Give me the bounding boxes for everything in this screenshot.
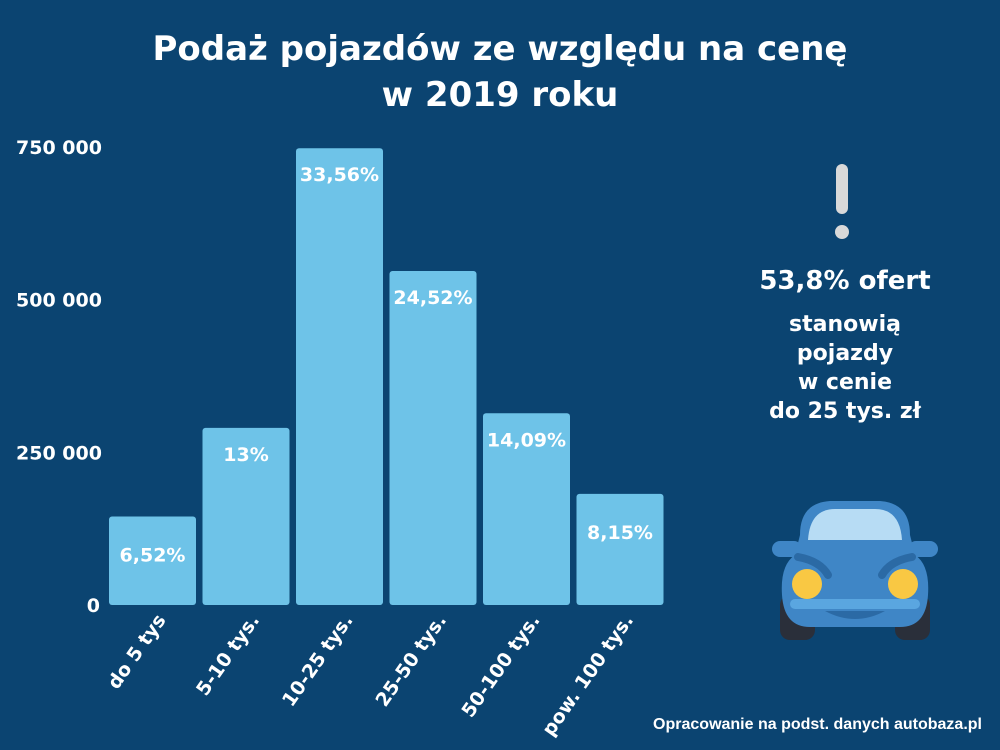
y-tick-label: 250 000 [16, 442, 102, 464]
bar [296, 148, 383, 606]
callout-line: w cenie [797, 370, 893, 395]
callout-line: do 25 tys. zł [769, 399, 921, 424]
x-tick-label: 10-25 tys. [278, 610, 358, 711]
x-tick-label: 50-100 tys. [457, 610, 544, 721]
title-line-2: w 2019 roku [381, 75, 619, 115]
y-tick-label: 750 000 [16, 137, 102, 159]
x-tick-label: pow. 100 tys. [538, 610, 638, 740]
callout-text: stanowią pojazdy w cenie do 25 tys. zł [740, 310, 950, 426]
car-front-icon [772, 501, 938, 640]
callout-line: pojazdy [796, 341, 894, 366]
callout-line: stanowią [789, 312, 901, 337]
y-tick-label: 0 [87, 595, 100, 617]
callout-headline: 53,8% ofert [759, 266, 931, 296]
bar [202, 427, 290, 605]
x-tick-label: do 5 tys [103, 610, 170, 693]
bar [389, 270, 477, 605]
x-tick-label: 5-10 tys. [192, 610, 264, 700]
exclamation-icon [835, 164, 849, 239]
data-label: 33,56% [300, 164, 379, 186]
data-label: 8,15% [587, 522, 653, 544]
chart-title: Podaż pojazdów ze względu na cenę w 2019… [0, 26, 1000, 118]
data-label: 13% [223, 444, 268, 466]
bar [109, 516, 196, 605]
data-label: 6,52% [120, 544, 186, 566]
bar [576, 493, 664, 605]
title-line-1: Podaż pojazdów ze względu na cenę [152, 29, 848, 69]
x-tick-label: 25-50 tys. [371, 610, 451, 711]
data-label: 24,52% [393, 287, 472, 309]
data-label: 14,09% [487, 429, 566, 451]
source-footer: Opracowanie na podst. danych autobaza.pl [653, 716, 982, 733]
bar [483, 413, 570, 605]
y-tick-label: 500 000 [16, 290, 102, 312]
